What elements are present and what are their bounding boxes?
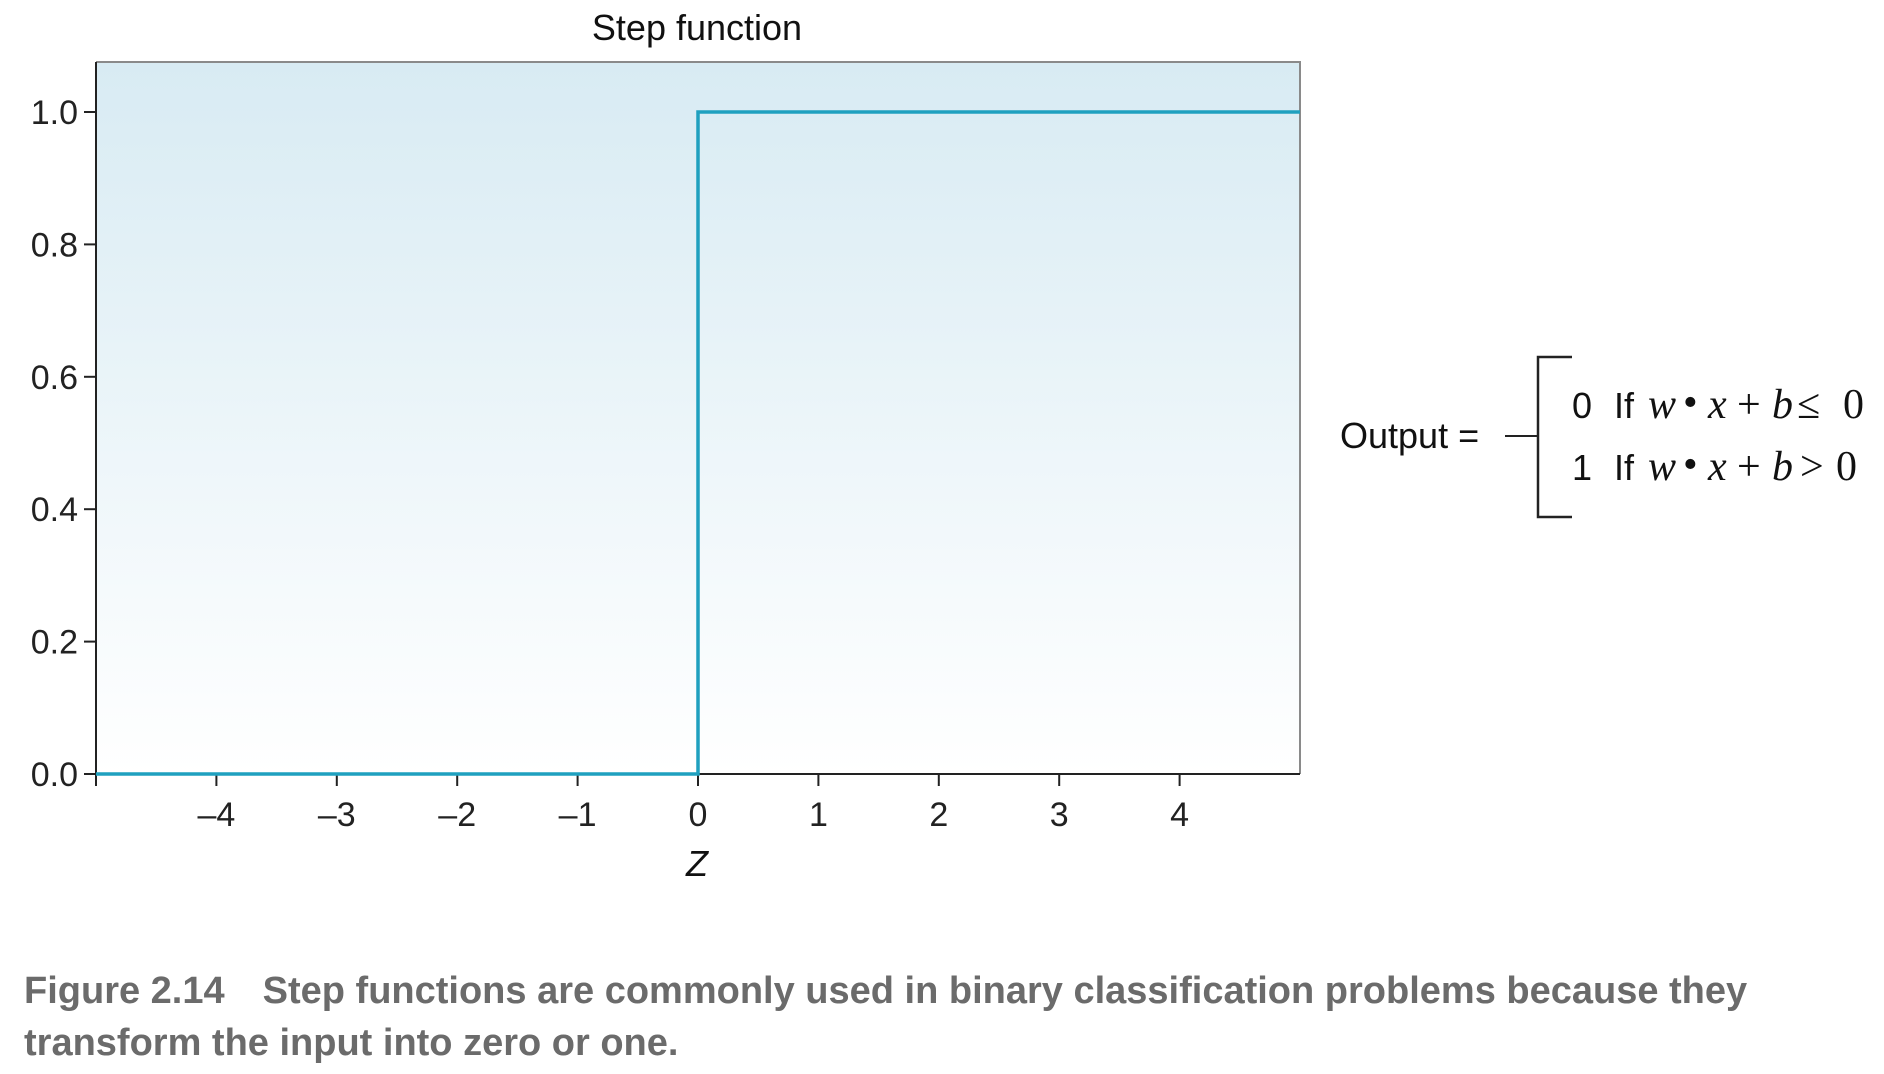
math-b: b [1772,444,1793,490]
math-x: x [1707,382,1727,428]
x-tick-label: –4 [197,796,235,834]
math-dot: • [1683,442,1698,488]
math-relation: > [1800,444,1824,490]
x-tick-label: –3 [318,796,356,834]
x-tick-label: 1 [809,796,828,834]
math-w: w [1648,444,1676,490]
step-function-chart: Step function 0.00.20.40.60.81.0 –4 –3 –2–… [31,7,1864,884]
series-layer [96,110,1300,776]
math-b: b [1772,382,1793,428]
math-plus: + [1737,382,1761,428]
y-tick-label: 0.6 [31,359,78,397]
x-axis-label: Z [685,843,709,884]
formula-case-0: 0 If w • x + b ≤ 0 [1572,380,1864,428]
step-line [96,110,1300,776]
math-relation: ≤ [1797,382,1820,428]
plot-frame [96,61,1301,774]
math-plus: + [1737,444,1761,490]
math-w: w [1648,382,1676,428]
figure-number: Figure 2.14 [24,970,225,1012]
y-axis-ticks: 0.0 0.2 0.4 0.6 0.8 1.0 [31,94,96,794]
x-axis-ticks: –4 –3 –2 –1 0 1 2 3 4 [95,774,1189,834]
case-if: If [1614,447,1635,488]
x-tick-label: –2 [438,796,476,834]
figure-caption: Figure 2.14 Step functions are commonly u… [24,965,1864,1069]
case-value: 0 [1572,385,1592,426]
y-tick-label: 0.0 [31,756,78,794]
caption-text: Step functions are commonly used in bina… [24,970,1748,1064]
y-tick-label: 1.0 [31,94,78,132]
math-rhs: 0 [1836,444,1857,490]
case-if: If [1614,385,1635,426]
x-tick-label: 3 [1050,796,1069,834]
x-tick-label: –1 [559,796,597,834]
formula-lhs: Output = [1340,415,1479,456]
formula-bracket [1536,355,1572,519]
x-tick-label: 0 [689,796,708,834]
math-dot: • [1683,380,1698,426]
y-tick-label: 0.2 [31,624,78,662]
output-formula: Output = 0 If w • x + b ≤ 0 1 If w • x +… [1340,355,1864,519]
x-tick-label: 4 [1170,796,1189,834]
chart-title: Step function [592,7,802,48]
case-value: 1 [1572,447,1592,488]
y-tick-label: 0.8 [31,226,78,264]
math-x: x [1707,444,1727,490]
formula-case-1: 1 If w • x + b > 0 [1572,442,1857,490]
math-rhs: 0 [1843,382,1864,428]
x-tick-label: 2 [929,796,948,834]
y-tick-label: 0.4 [31,491,78,529]
